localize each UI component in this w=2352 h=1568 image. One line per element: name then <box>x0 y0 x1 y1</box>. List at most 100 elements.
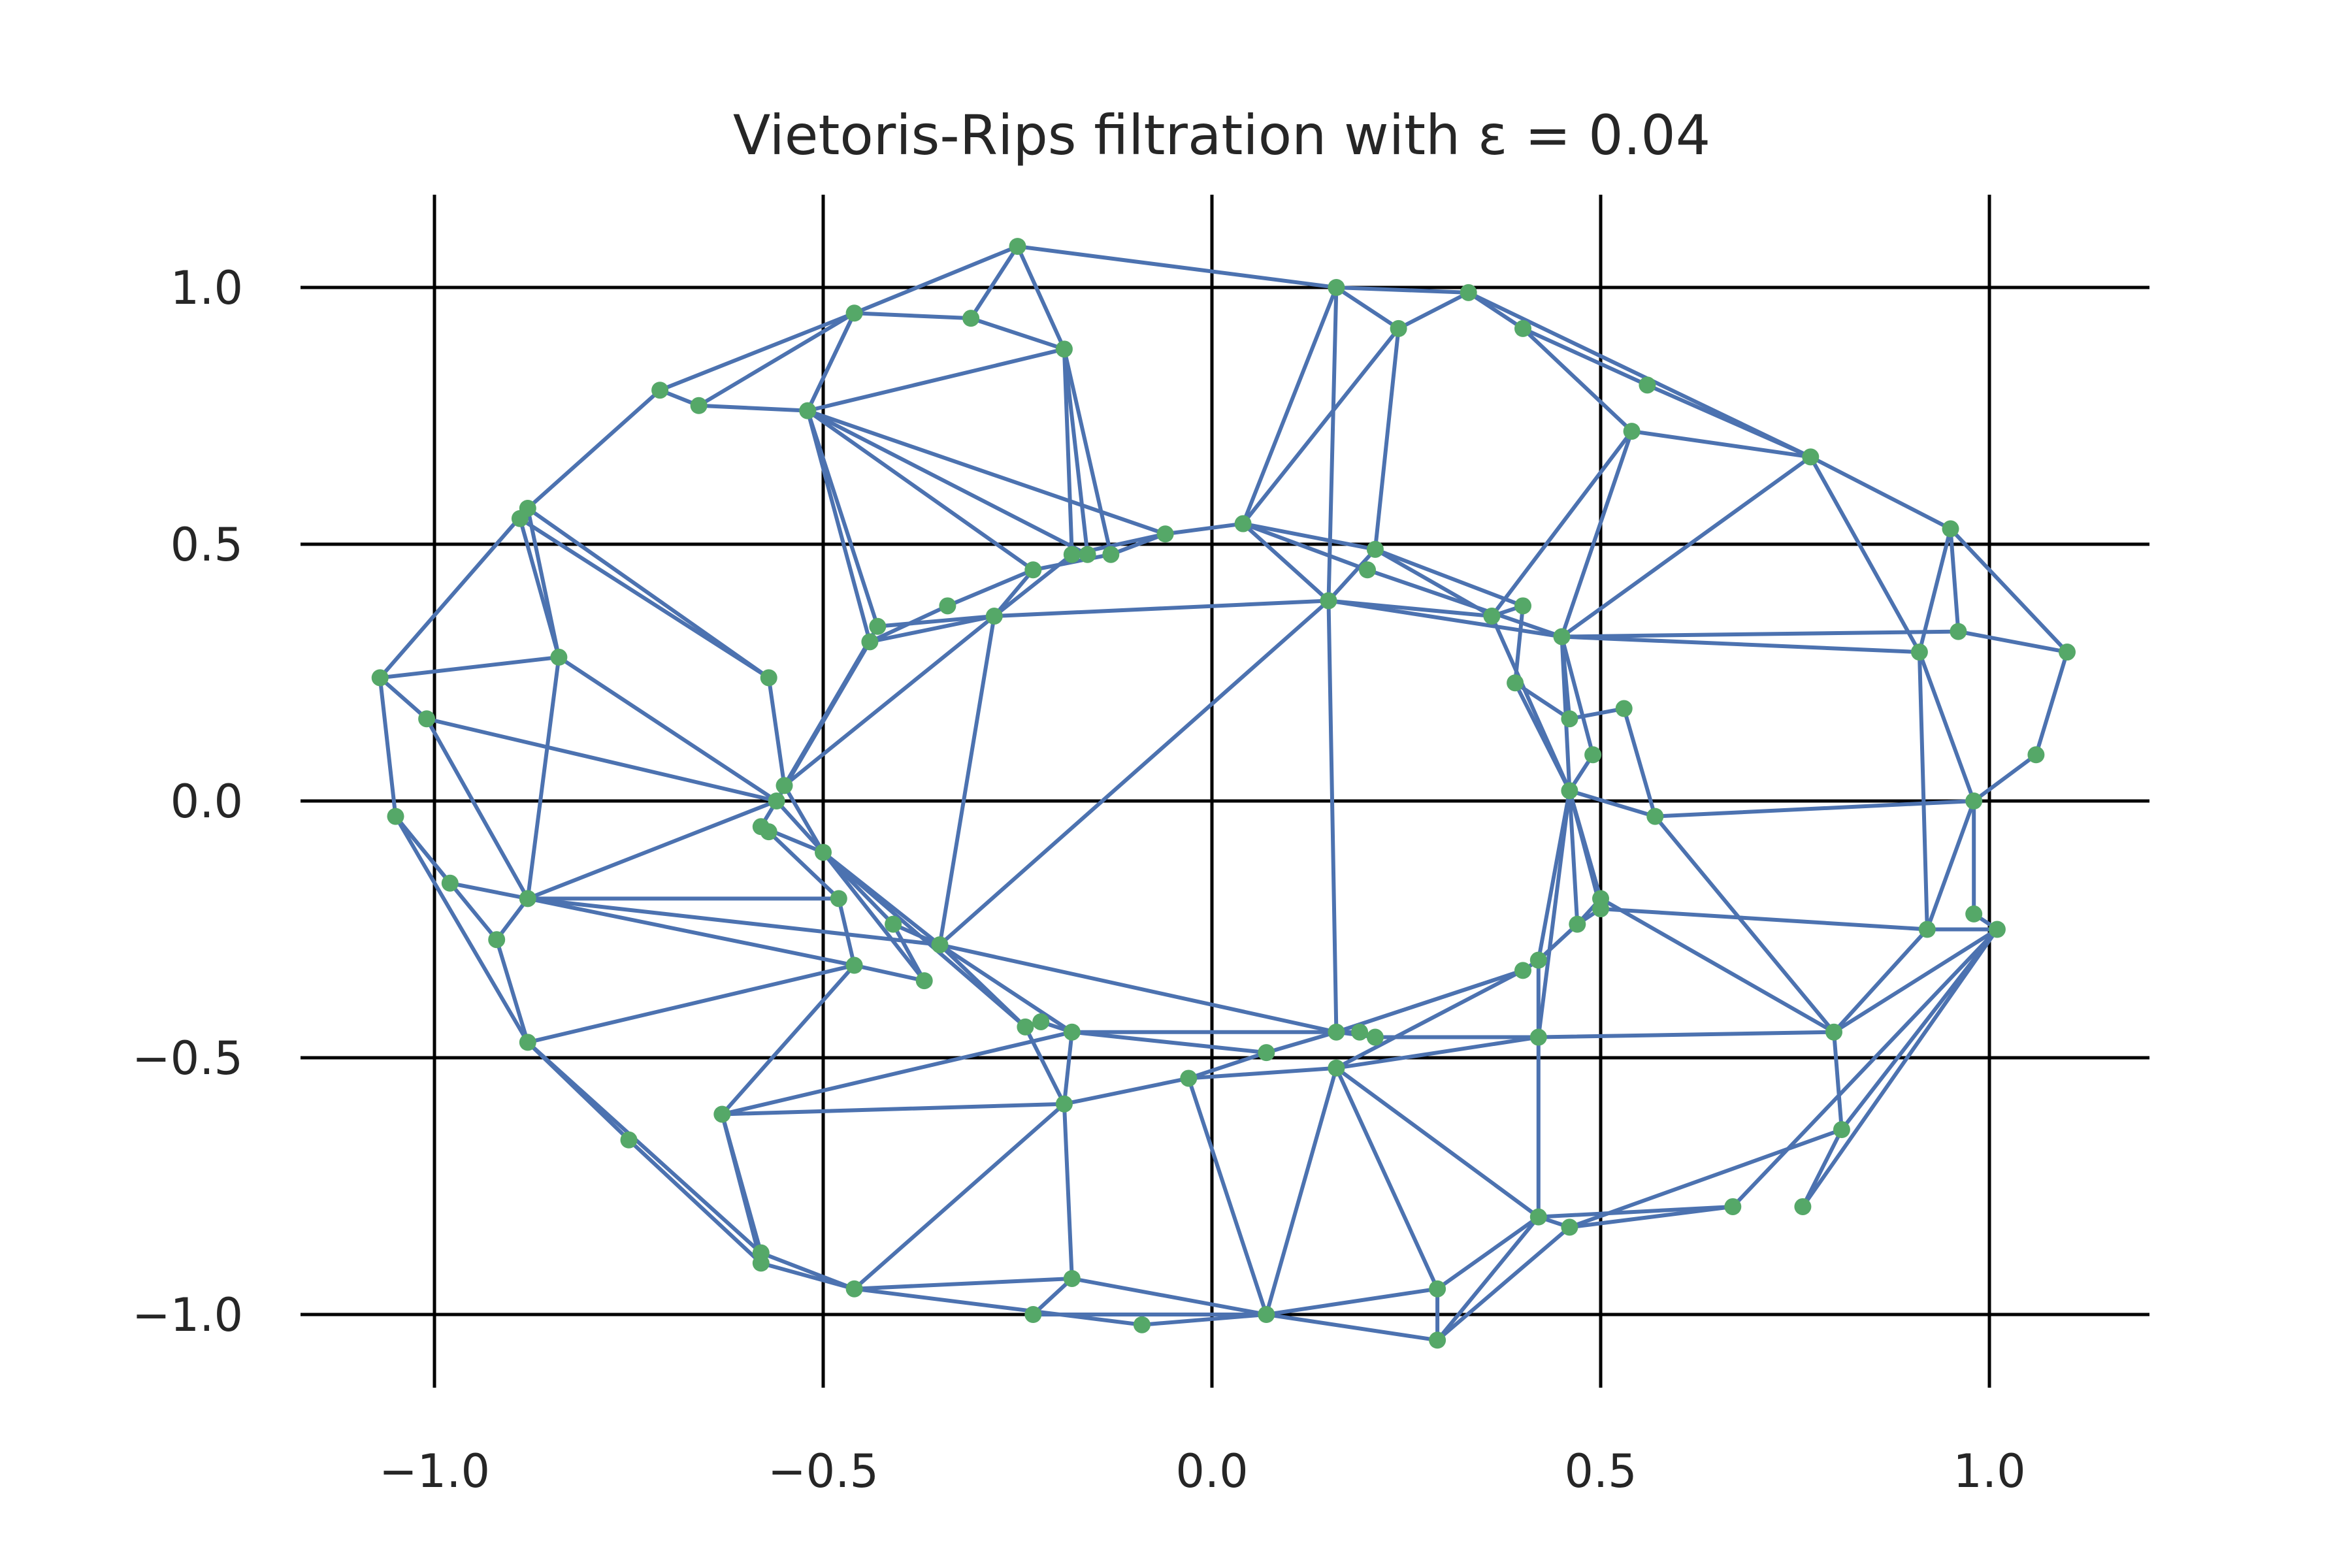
edge <box>1326 598 1564 639</box>
vertex-point <box>861 633 879 651</box>
vertex-point <box>1429 1331 1446 1349</box>
vertex-point <box>931 936 949 954</box>
edge <box>1241 521 1369 572</box>
edge <box>774 640 872 803</box>
edge <box>1062 347 1113 557</box>
edge <box>393 814 530 1045</box>
vertex-point <box>830 890 847 907</box>
vertex-point <box>815 843 832 861</box>
y-tick-label: −0.5 <box>132 1032 243 1085</box>
vertex-point <box>845 956 863 974</box>
y-tick-labels: 1.0 0.5 0.0 −0.5 −1.0 <box>132 261 243 1342</box>
vertex-point <box>1514 319 1531 337</box>
vertex-point <box>1483 608 1501 625</box>
vertex-point <box>1055 1095 1073 1113</box>
vertex-point <box>1024 561 1042 579</box>
x-tick-label: 0.5 <box>1564 1445 1637 1498</box>
edge <box>1326 598 1339 1034</box>
edge <box>806 408 872 644</box>
vertex-point <box>1328 279 1345 296</box>
vertex-point <box>752 1254 770 1272</box>
vertex-point <box>2027 746 2045 764</box>
edge <box>720 1112 763 1266</box>
vertex-point <box>488 931 506 949</box>
edge <box>1490 429 1634 619</box>
vertex-point <box>519 890 536 907</box>
edge <box>821 850 926 983</box>
edge <box>1365 568 1564 639</box>
edge <box>525 963 857 1045</box>
vertex-point <box>1553 628 1571 645</box>
edge <box>891 922 942 947</box>
edge <box>1241 521 1377 551</box>
edge <box>1241 521 1331 603</box>
edge <box>1241 326 1401 526</box>
vertex-point <box>1234 515 1252 532</box>
edge <box>525 506 771 680</box>
edge <box>1808 455 1953 531</box>
edge <box>1373 326 1401 551</box>
edge <box>1653 814 1836 1034</box>
edge <box>495 938 530 1045</box>
edge <box>448 881 530 901</box>
vertex-point <box>1942 520 1959 538</box>
edge <box>1521 326 1634 434</box>
edge <box>1031 1276 1074 1316</box>
edge <box>1334 968 1525 1034</box>
edge <box>1334 286 1471 295</box>
edge <box>1373 547 1525 608</box>
x-tick-label: 0.0 <box>1175 1445 1248 1498</box>
vertex-point <box>1063 546 1081 563</box>
edge <box>836 896 857 968</box>
vertex-point <box>1802 448 1820 466</box>
edge <box>938 943 1074 1034</box>
vertex-point <box>939 597 956 615</box>
edge <box>1062 347 1074 557</box>
vertex-point <box>2059 644 2076 661</box>
vertex-point <box>1965 792 1983 809</box>
edge <box>1645 383 1813 459</box>
edge <box>517 516 561 659</box>
vertex-point <box>1063 1269 1081 1287</box>
edge <box>938 943 1339 1034</box>
edge <box>938 598 1331 947</box>
vertex-point <box>845 304 863 322</box>
edge <box>875 614 996 629</box>
edge <box>525 896 942 947</box>
edge <box>1015 244 1339 289</box>
vertex-point <box>962 310 980 327</box>
edge <box>806 408 1168 536</box>
vertex-point <box>550 648 568 666</box>
vertex-point <box>418 710 436 728</box>
edge <box>525 1040 763 1255</box>
edge <box>852 1102 1066 1291</box>
vertex-point <box>1032 1013 1050 1030</box>
edge <box>1264 1030 1339 1055</box>
vertex-point <box>1514 962 1531 979</box>
edge <box>1653 799 1976 819</box>
edge <box>720 1102 1066 1117</box>
vertex-point <box>1910 644 1928 661</box>
edge <box>1567 706 1626 721</box>
edge <box>425 717 530 901</box>
edge <box>1629 429 1813 459</box>
grid <box>301 195 2149 1388</box>
vertex-point <box>985 608 1003 625</box>
edge <box>774 799 825 855</box>
vertex-point <box>441 874 459 892</box>
edge <box>1396 290 1471 331</box>
edge <box>1599 907 1929 932</box>
vertex-point <box>915 972 933 990</box>
edge <box>1567 1204 1735 1230</box>
vertex-point <box>1359 561 1376 579</box>
edge <box>868 614 996 644</box>
edge <box>852 311 973 321</box>
edge <box>1567 789 1603 911</box>
vertex-point <box>768 792 785 809</box>
edge <box>938 943 1028 1029</box>
edge <box>1560 634 1595 757</box>
vertex-point <box>869 617 887 635</box>
edge <box>1599 896 1836 1034</box>
vertex-point <box>1507 674 1524 692</box>
vertex-point <box>760 823 777 841</box>
